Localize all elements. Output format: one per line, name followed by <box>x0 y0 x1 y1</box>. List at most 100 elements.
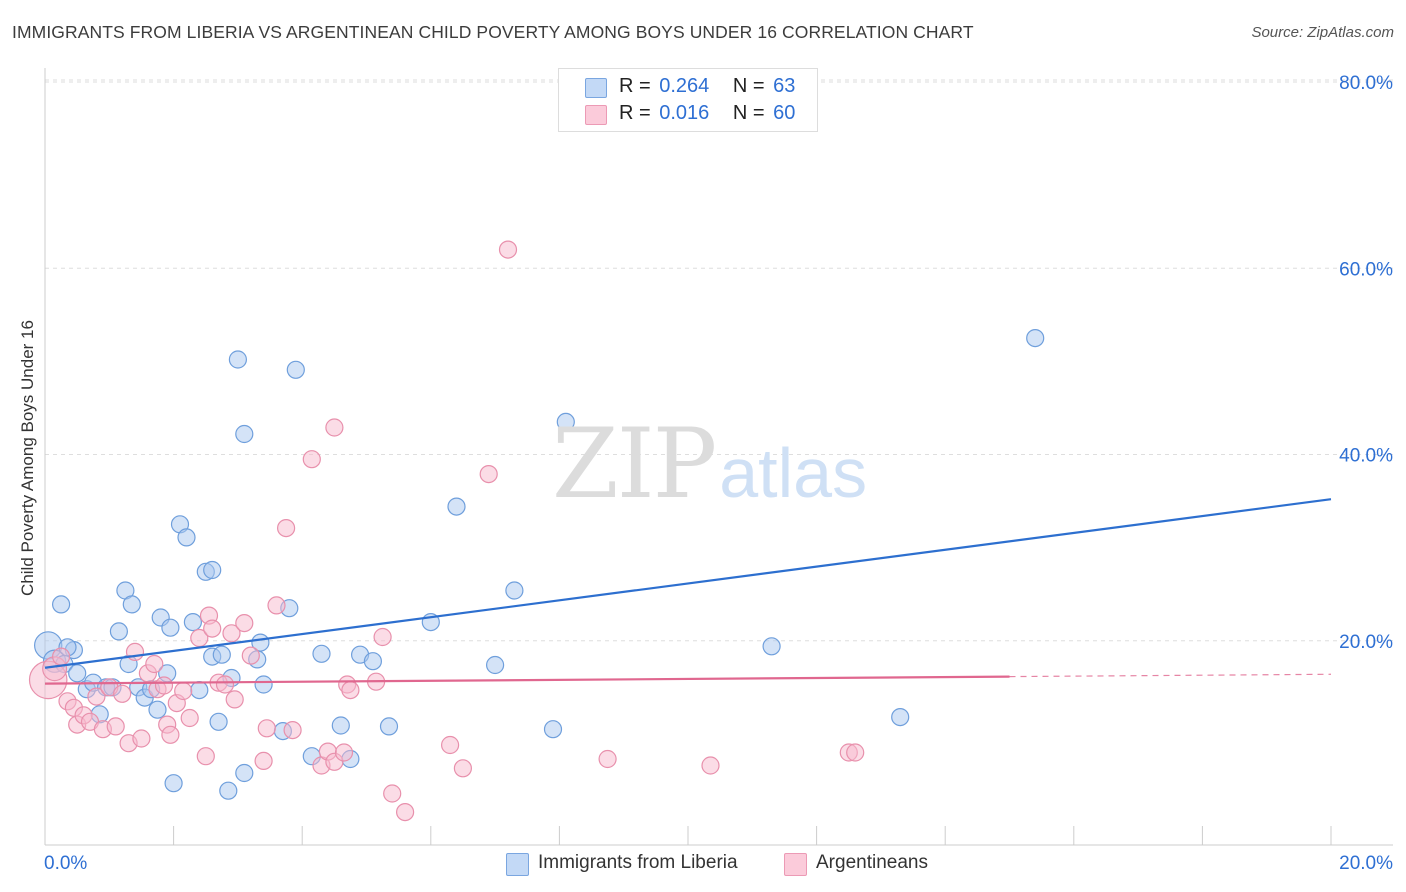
y-tick-label-80: 80.0% <box>1339 73 1393 94</box>
r-value: 0.016 <box>659 102 710 124</box>
point-argentineans-28 <box>203 619 222 638</box>
series-name-liberia: Immigrants from Liberia <box>538 852 738 873</box>
point-liberia-2 <box>51 595 71 614</box>
watermark-atlas: atlas <box>719 434 868 512</box>
point-liberia-14 <box>122 595 141 614</box>
point-argentineans-12 <box>113 684 132 703</box>
point-liberia-39 <box>254 675 273 694</box>
point-argentineans-51 <box>396 802 415 822</box>
point-argentineans-44 <box>325 418 344 437</box>
watermark: ZIPatlas <box>552 408 867 520</box>
point-argentineans-56 <box>598 749 617 769</box>
point-liberia-18 <box>148 700 167 719</box>
point-liberia-25 <box>183 612 202 632</box>
y-tick-label-20: 20.0% <box>1339 632 1393 653</box>
point-argentineans-24 <box>180 708 199 728</box>
point-liberia-32 <box>219 781 238 800</box>
series-name-argentineans: Argentineans <box>816 852 928 873</box>
n-label: N = <box>732 102 765 124</box>
point-argentineans-23 <box>174 681 193 701</box>
point-argentineans-45 <box>334 743 354 762</box>
point-argentineans-36 <box>257 719 276 738</box>
point-argentineans-39 <box>283 720 302 740</box>
point-liberia-45 <box>331 716 350 735</box>
point-liberia-55 <box>556 412 575 431</box>
point-argentineans-37 <box>267 596 286 615</box>
r-value: 0.264 <box>659 75 710 97</box>
point-argentineans-34 <box>241 646 260 665</box>
r-label: R = <box>619 102 651 124</box>
point-liberia-57 <box>891 707 910 727</box>
point-liberia-44 <box>312 644 331 663</box>
trend-line-dashed-argentineans <box>1009 673 1332 678</box>
point-liberia-34 <box>228 350 247 369</box>
point-argentineans-52 <box>441 735 460 755</box>
point-argentineans-57 <box>701 756 720 775</box>
point-argentineans-47 <box>341 680 360 700</box>
point-liberia-49 <box>379 717 399 736</box>
legend-text-liberia: R = 0.264 N = 63 <box>619 75 795 98</box>
watermark-zip: ZIP <box>552 408 717 520</box>
point-argentineans-31 <box>222 624 241 643</box>
point-liberia-48 <box>363 652 382 671</box>
point-liberia-52 <box>486 655 505 675</box>
source-label: Source: ZipAtlas.com <box>1251 24 1394 41</box>
n-value: 63 <box>773 75 796 97</box>
legend-swatch-liberia <box>585 78 607 98</box>
point-liberia-54 <box>543 720 563 739</box>
x-tick-label-min: 0.0% <box>44 853 87 874</box>
series-swatch-liberia <box>506 853 529 876</box>
point-liberia-30 <box>209 712 228 731</box>
point-liberia-42 <box>286 360 305 379</box>
point-argentineans-40 <box>302 450 321 469</box>
point-liberia-31 <box>212 645 231 664</box>
point-argentineans-54 <box>479 465 498 484</box>
y-tick-label-60: 60.0% <box>1339 259 1393 280</box>
point-argentineans-55 <box>498 240 518 259</box>
point-liberia-58 <box>1026 329 1045 348</box>
correlation-legend: R = 0.264 N = 63 R = 0.016 N = 60 <box>558 68 818 132</box>
trend-line-argentineans <box>44 675 1010 685</box>
point-liberia-21 <box>161 618 180 637</box>
point-liberia-26 <box>190 680 209 700</box>
point-argentineans-21 <box>161 725 180 744</box>
point-liberia-5 <box>68 664 87 683</box>
point-argentineans-15 <box>132 729 151 748</box>
point-argentineans-59 <box>846 743 865 762</box>
point-liberia-11 <box>109 622 129 641</box>
point-liberia-53 <box>505 581 524 600</box>
point-argentineans-14 <box>125 642 145 662</box>
n-label: N = <box>732 75 765 97</box>
point-argentineans-11 <box>106 717 125 736</box>
chart-title: IMMIGRANTS FROM LIBERIA VS ARGENTINEAN C… <box>12 22 974 42</box>
point-liberia-22 <box>164 774 183 793</box>
point-argentineans-2 <box>51 647 71 666</box>
point-argentineans-19 <box>154 676 174 695</box>
point-argentineans-32 <box>225 690 244 709</box>
legend-swatch-argentineans <box>585 105 607 125</box>
point-argentineans-35 <box>254 751 273 771</box>
point-liberia-56 <box>762 637 781 656</box>
point-argentineans-49 <box>373 627 392 647</box>
point-liberia-24 <box>177 528 196 547</box>
point-argentineans-33 <box>235 613 254 633</box>
trend-line-liberia <box>44 498 1332 669</box>
r-label: R = <box>619 75 651 97</box>
series-swatch-argentineans <box>784 853 807 876</box>
point-liberia-35 <box>235 424 254 444</box>
legend-text-argentineans: R = 0.016 N = 60 <box>619 102 795 125</box>
point-liberia-28 <box>203 560 222 580</box>
point-argentineans-17 <box>145 654 164 674</box>
point-argentineans-53 <box>453 759 472 778</box>
point-argentineans-38 <box>277 518 296 538</box>
point-argentineans-30 <box>215 675 235 694</box>
point-argentineans-50 <box>383 784 402 803</box>
point-argentineans-8 <box>87 687 106 706</box>
point-liberia-36 <box>235 763 254 783</box>
n-value: 60 <box>773 102 796 124</box>
point-liberia-51 <box>447 497 466 516</box>
point-argentineans-26 <box>196 747 215 766</box>
x-tick-label-max: 20.0% <box>1339 853 1393 874</box>
y-tick-label-40: 40.0% <box>1339 446 1393 467</box>
